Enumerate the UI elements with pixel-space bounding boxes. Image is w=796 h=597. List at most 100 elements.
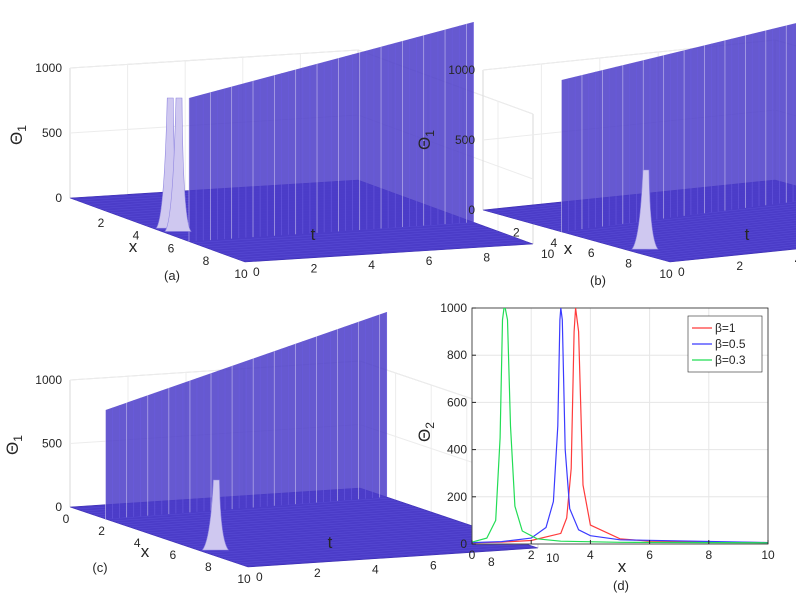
y-tick-label: 600 — [447, 395, 467, 409]
x-tick-label: 8 — [705, 548, 712, 562]
x-axis-label: x — [564, 239, 573, 258]
mesh-line — [233, 239, 522, 258]
mesh-line — [182, 525, 473, 546]
t-tick-label: 0 — [253, 265, 260, 279]
mesh-line — [111, 501, 402, 522]
mesh-line — [620, 229, 796, 249]
mesh-line — [626, 232, 796, 251]
grid-line — [69, 49, 359, 69]
z-tick-label: 0 — [468, 203, 475, 217]
z-tick-label: 500 — [42, 437, 62, 451]
mesh-line — [215, 233, 504, 252]
x-tick-label: 0 — [469, 548, 476, 562]
y-tick-label: 400 — [447, 443, 467, 457]
mesh-line — [651, 241, 796, 258]
plot-frame — [471, 307, 769, 545]
mesh-line — [198, 226, 487, 246]
z-tick-label: 1000 — [35, 61, 62, 75]
mesh-line — [135, 509, 426, 530]
mesh-line — [176, 523, 467, 544]
mesh-line — [221, 235, 510, 254]
z-tick-label: 0 — [55, 191, 62, 205]
x-tick-label: 8 — [625, 257, 632, 271]
mesh-line — [645, 239, 796, 256]
x-tick-label: 10 — [761, 548, 775, 562]
t-tick-label: 8 — [483, 251, 490, 265]
z-tick-label: 1000 — [448, 63, 475, 77]
mesh-line — [147, 513, 438, 534]
panel-caption: (d) — [613, 578, 629, 593]
z-axis-label: Θ1 — [7, 125, 29, 145]
t-tick-label: 2 — [314, 566, 321, 580]
mesh-line — [570, 210, 796, 235]
t-tick-label: 10 — [546, 551, 560, 565]
t-axis-label: t — [745, 225, 750, 244]
x-tick-label: 2 — [98, 216, 105, 230]
mesh-line — [582, 215, 796, 238]
z-tick-label: 0 — [55, 500, 62, 514]
mesh-line — [212, 535, 503, 556]
mesh-line — [200, 531, 491, 552]
mesh-line — [657, 244, 796, 259]
t-tick-label: 4 — [372, 562, 379, 576]
z-axis-label: Θ1 — [3, 435, 25, 455]
mesh-line — [607, 225, 796, 245]
mesh-line — [209, 230, 499, 250]
peak-1 — [164, 97, 192, 232]
mesh-line — [576, 213, 796, 237]
x-tick-label: 4 — [550, 236, 557, 250]
t-tick-label: 2 — [736, 259, 743, 273]
t-tick-label: 10 — [541, 247, 555, 261]
t-tick-label: 4 — [795, 253, 796, 267]
x-tick-label: 6 — [588, 246, 595, 260]
mesh-line — [105, 499, 396, 520]
mesh-line — [194, 529, 485, 550]
t-axis-label: t — [328, 533, 333, 552]
legend-label-2: β=0.3 — [715, 353, 746, 367]
x-tick-label: 6 — [169, 548, 176, 562]
x-tick-label: 10 — [659, 267, 673, 281]
x-tick-label: 2 — [513, 225, 520, 239]
y-axis-label: Θ2 — [415, 422, 437, 442]
panel-caption: (a) — [164, 268, 180, 283]
series-line-1 — [472, 308, 768, 544]
z-tick-label: 1000 — [35, 373, 62, 387]
y-tick-label: 800 — [447, 348, 467, 362]
t-tick-label: 6 — [430, 559, 437, 573]
panel-caption: (b) — [590, 273, 606, 288]
t-tick-label: 8 — [488, 555, 495, 569]
x-tick-label: 8 — [205, 560, 212, 574]
x-tick-label: 0 — [63, 512, 70, 526]
peak-0 — [631, 169, 659, 250]
z-tick-label: 500 — [455, 133, 475, 147]
mesh-line — [218, 537, 509, 558]
t-tick-label: 2 — [311, 261, 318, 275]
mesh-line — [192, 224, 481, 244]
x-tick-label: 4 — [587, 548, 594, 562]
mesh-line — [613, 227, 796, 247]
panel-a: 0 500 1000 2 4 6 8 10 0 2 4 6 8 10 Θ1 x t (a) — [7, 22, 555, 283]
mesh-line — [242, 545, 533, 566]
x-tick-label: 2 — [98, 524, 105, 538]
mesh-line — [663, 246, 796, 261]
blowup-wall — [561, 23, 796, 232]
panel-c: 0 500 1000 0 2 4 6 8 10 0 2 4 6 8 10 Θ1 x t (c) — [3, 312, 560, 586]
x-tick-label: 2 — [528, 548, 535, 562]
legend-label-1: β=0.5 — [715, 337, 746, 351]
mesh-line — [227, 237, 516, 256]
mesh-line — [564, 208, 796, 233]
series-line-2 — [472, 308, 768, 544]
legend-label-0: β=1 — [715, 321, 736, 335]
mesh-line — [188, 527, 479, 548]
x-axis-label: x — [618, 557, 627, 576]
peak-0 — [201, 479, 230, 551]
x-tick-label: 10 — [234, 267, 248, 281]
mesh-line — [123, 505, 414, 526]
mesh-line — [236, 543, 527, 564]
z-tick-label: 500 — [42, 126, 62, 140]
mesh-line — [204, 228, 493, 248]
x-tick-label: 6 — [646, 548, 653, 562]
y-tick-label: 0 — [460, 537, 467, 551]
mesh-line — [117, 503, 408, 524]
